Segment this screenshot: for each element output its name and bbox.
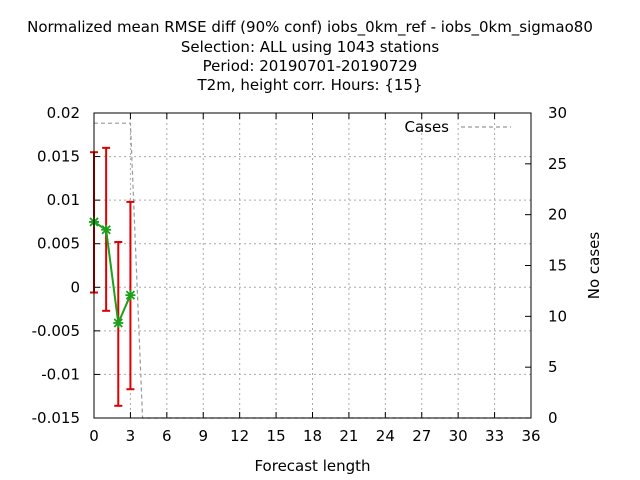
title-line-2: Selection: ALL using 1043 stations	[181, 38, 440, 56]
title-line-3: Period: 20190701-20190729	[203, 57, 418, 75]
x-tick-label: 0	[89, 427, 99, 445]
x-axis-ticks: 0 3 6 9 12 15 18 21 24 27 30 33 36	[89, 113, 541, 445]
diff-series-point	[113, 318, 124, 329]
y2-axis-label: No cases	[585, 232, 603, 300]
x-tick-label: 6	[162, 427, 172, 445]
x-tick-label: 3	[126, 427, 136, 445]
y2-tick-label: 20	[548, 206, 567, 224]
plot-area	[89, 122, 531, 419]
x-tick-label: 12	[230, 427, 249, 445]
legend: Cases	[404, 118, 511, 136]
x-tick-label: 18	[303, 427, 322, 445]
x-tick-label: 33	[485, 427, 504, 445]
y-tick-label: -0.015	[32, 409, 80, 427]
grid	[94, 113, 531, 418]
x-tick-label: 9	[198, 427, 208, 445]
x-tick-label: 15	[267, 427, 286, 445]
x-tick-label: 30	[449, 427, 468, 445]
y2-tick-label: 30	[548, 104, 567, 122]
y2-tick-label: 10	[548, 307, 567, 325]
x-tick-label: 27	[412, 427, 431, 445]
y-tick-label: 0.005	[37, 235, 80, 253]
y-tick-label: 0.01	[47, 191, 80, 209]
y-tick-label: 0.015	[37, 148, 80, 166]
diff-series-point	[125, 290, 136, 301]
y2-tick-label: 0	[548, 409, 558, 427]
title-line-1: Normalized mean RMSE diff (90% conf) iob…	[27, 18, 593, 37]
y2-axis-ticks: 0 5 10 15 20 25 30	[525, 104, 567, 427]
y2-tick-label: 15	[548, 257, 567, 275]
plot-frame	[93, 112, 532, 419]
chart-title: Normalized mean RMSE diff (90% conf) iob…	[27, 18, 593, 94]
legend-label-cases: Cases	[404, 118, 449, 136]
y-axis-ticks: -0.015 -0.01 -0.005 0 0.005 0.01 0.015 0.02	[32, 104, 100, 427]
y-tick-label: 0.02	[47, 104, 80, 122]
y2-tick-label: 5	[548, 358, 558, 376]
x-tick-label: 24	[376, 427, 395, 445]
y-tick-label: -0.005	[32, 322, 80, 340]
y-tick-label: -0.01	[41, 365, 80, 383]
diff-series-line	[93, 221, 132, 327]
y-tick-label: 0	[70, 278, 80, 296]
x-tick-label: 21	[339, 427, 358, 445]
x-tick-label: 36	[521, 427, 540, 445]
diff-series-point	[101, 224, 112, 235]
x-axis-label: Forecast length	[254, 457, 370, 475]
y2-tick-label: 25	[548, 155, 567, 173]
title-line-4: T2m, height corr. Hours: {15}	[196, 76, 422, 94]
